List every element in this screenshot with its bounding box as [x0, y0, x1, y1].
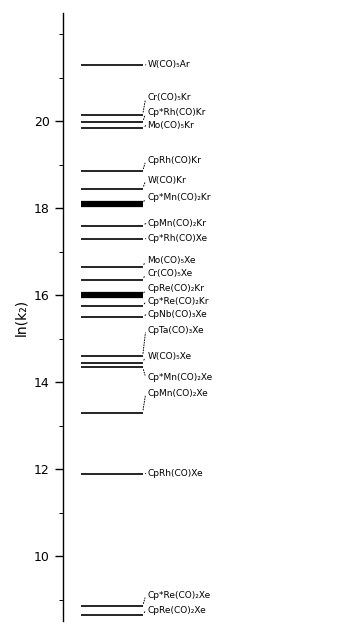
Text: CpRh(CO)Xe: CpRh(CO)Xe — [147, 469, 203, 478]
Text: CpRh(CO)Kr: CpRh(CO)Kr — [147, 156, 201, 165]
Text: Mo(CO)₅Kr: Mo(CO)₅Kr — [147, 121, 194, 130]
Y-axis label: ln(k₂): ln(k₂) — [14, 299, 28, 335]
Text: Mo(CO)₅Xe: Mo(CO)₅Xe — [147, 256, 196, 265]
Text: CpNb(CO)₃Xe: CpNb(CO)₃Xe — [147, 310, 207, 320]
Text: Cp*Rh(CO)Xe: Cp*Rh(CO)Xe — [147, 234, 207, 243]
Text: CpTa(CO)₃Xe: CpTa(CO)₃Xe — [147, 325, 204, 335]
Text: W(CO)₅Ar: W(CO)₅Ar — [147, 60, 190, 69]
Text: Cr(CO)₅Kr: Cr(CO)₅Kr — [147, 93, 191, 102]
Text: Cp*Mn(CO)₂Kr: Cp*Mn(CO)₂Kr — [147, 193, 211, 202]
Text: CpRe(CO)₂Kr: CpRe(CO)₂Kr — [147, 284, 204, 294]
Text: CpMn(CO)₂Xe: CpMn(CO)₂Xe — [147, 389, 208, 398]
Text: W(CO)₅Xe: W(CO)₅Xe — [147, 352, 191, 361]
Text: Cp*Re(CO)₂Kr: Cp*Re(CO)₂Kr — [147, 297, 209, 306]
Text: CpRe(CO)₂Xe: CpRe(CO)₂Xe — [147, 606, 206, 615]
Text: Cp*Re(CO)₂Xe: Cp*Re(CO)₂Xe — [147, 591, 210, 600]
Text: Cp*Rh(CO)Kr: Cp*Rh(CO)Kr — [147, 108, 206, 117]
Text: CpMn(CO)₂Kr: CpMn(CO)₂Kr — [147, 219, 206, 228]
Text: Cp*Mn(CO)₂Xe: Cp*Mn(CO)₂Xe — [147, 373, 213, 382]
Text: Cr(CO)₅Xe: Cr(CO)₅Xe — [147, 269, 193, 278]
Text: W(CO)Kr: W(CO)Kr — [147, 176, 186, 184]
